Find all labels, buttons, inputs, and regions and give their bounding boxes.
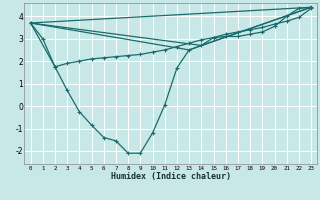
X-axis label: Humidex (Indice chaleur): Humidex (Indice chaleur) [111,172,231,181]
